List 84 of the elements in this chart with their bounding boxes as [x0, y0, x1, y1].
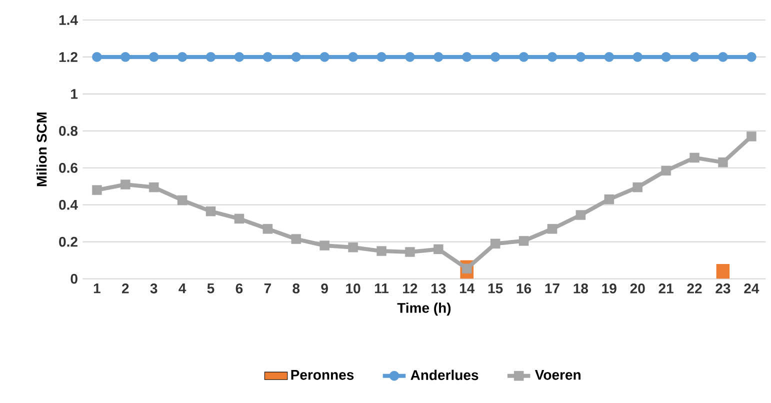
legend-label: Voeren	[534, 370, 580, 380]
point	[291, 234, 302, 244]
point	[518, 236, 529, 246]
x-tick-label: 3	[150, 284, 158, 294]
point	[690, 52, 700, 62]
point	[632, 182, 642, 192]
x-tick-label: 1	[94, 284, 100, 294]
point	[92, 185, 102, 196]
point	[632, 52, 642, 62]
y-tick-label: 0	[70, 274, 78, 284]
point	[92, 52, 102, 62]
y-tick-label: 0.2	[59, 236, 78, 247]
x-tick-label: 21	[658, 284, 674, 294]
point	[690, 152, 700, 163]
x-tick-label: 17	[545, 284, 560, 294]
y-tick-label: 0.4	[59, 200, 78, 210]
point	[746, 132, 756, 142]
y-tick-label: 1.4	[59, 15, 78, 25]
point	[661, 52, 671, 62]
x-tick-label: 19	[602, 284, 616, 294]
x-tick-label: 7	[264, 284, 271, 294]
point	[348, 242, 358, 252]
point	[177, 195, 188, 206]
point	[262, 52, 273, 62]
point	[120, 52, 130, 62]
point	[405, 247, 415, 257]
point	[434, 52, 444, 62]
x-axis-title: Time (h)	[397, 302, 451, 316]
x-tick-label: 10	[346, 284, 360, 294]
point	[376, 246, 386, 256]
point	[547, 224, 558, 234]
point	[234, 214, 244, 224]
x-tick-label: 2	[122, 284, 129, 294]
x-tick-label: 14	[460, 284, 475, 294]
x-tick-label: 20	[630, 284, 645, 294]
point	[206, 206, 216, 216]
point	[262, 224, 273, 234]
point	[376, 52, 386, 62]
point	[661, 166, 671, 176]
x-tick-label: 13	[432, 284, 446, 294]
point	[462, 52, 472, 62]
point	[120, 180, 130, 190]
legend-label: Anderlues	[410, 370, 478, 380]
point	[576, 210, 586, 220]
point	[604, 194, 614, 204]
y-tick-label: 0.6	[59, 163, 78, 173]
point	[405, 52, 415, 62]
x-tick-label: 22	[687, 284, 702, 294]
x-tick-label: 8	[292, 284, 300, 294]
point	[177, 52, 188, 62]
point	[746, 52, 756, 62]
x-tick-label: 5	[207, 284, 214, 294]
legend-label: Peronnes	[291, 370, 354, 380]
y-tick-label: 0.8	[59, 126, 78, 136]
y-axis-title: Milion SCM	[36, 112, 47, 186]
point	[320, 52, 330, 62]
point	[490, 52, 500, 62]
point	[518, 52, 529, 62]
point	[490, 238, 500, 249]
x-tick-label: 6	[236, 284, 243, 294]
x-tick-label: 9	[321, 284, 328, 294]
point	[547, 52, 558, 62]
point	[234, 52, 244, 62]
x-tick-label: 12	[403, 284, 418, 294]
x-tick-label: 23	[716, 284, 730, 294]
point	[206, 52, 216, 62]
point	[348, 52, 358, 62]
point	[434, 244, 444, 254]
x-tick-label: 24	[744, 284, 760, 294]
y-tick-label: 1	[71, 89, 78, 99]
point	[604, 52, 614, 62]
point	[576, 52, 586, 62]
point	[320, 240, 330, 250]
point	[718, 52, 728, 62]
x-tick-label: 4	[178, 284, 186, 294]
point	[718, 158, 728, 168]
x-tick-label: 18	[574, 284, 588, 294]
point	[291, 52, 302, 62]
point	[148, 52, 159, 62]
x-tick-label: 16	[516, 284, 532, 294]
y-tick-label: 1.2	[59, 52, 78, 62]
x-tick-label: 15	[488, 284, 503, 294]
point	[148, 182, 159, 192]
x-tick-label: 11	[374, 284, 388, 294]
